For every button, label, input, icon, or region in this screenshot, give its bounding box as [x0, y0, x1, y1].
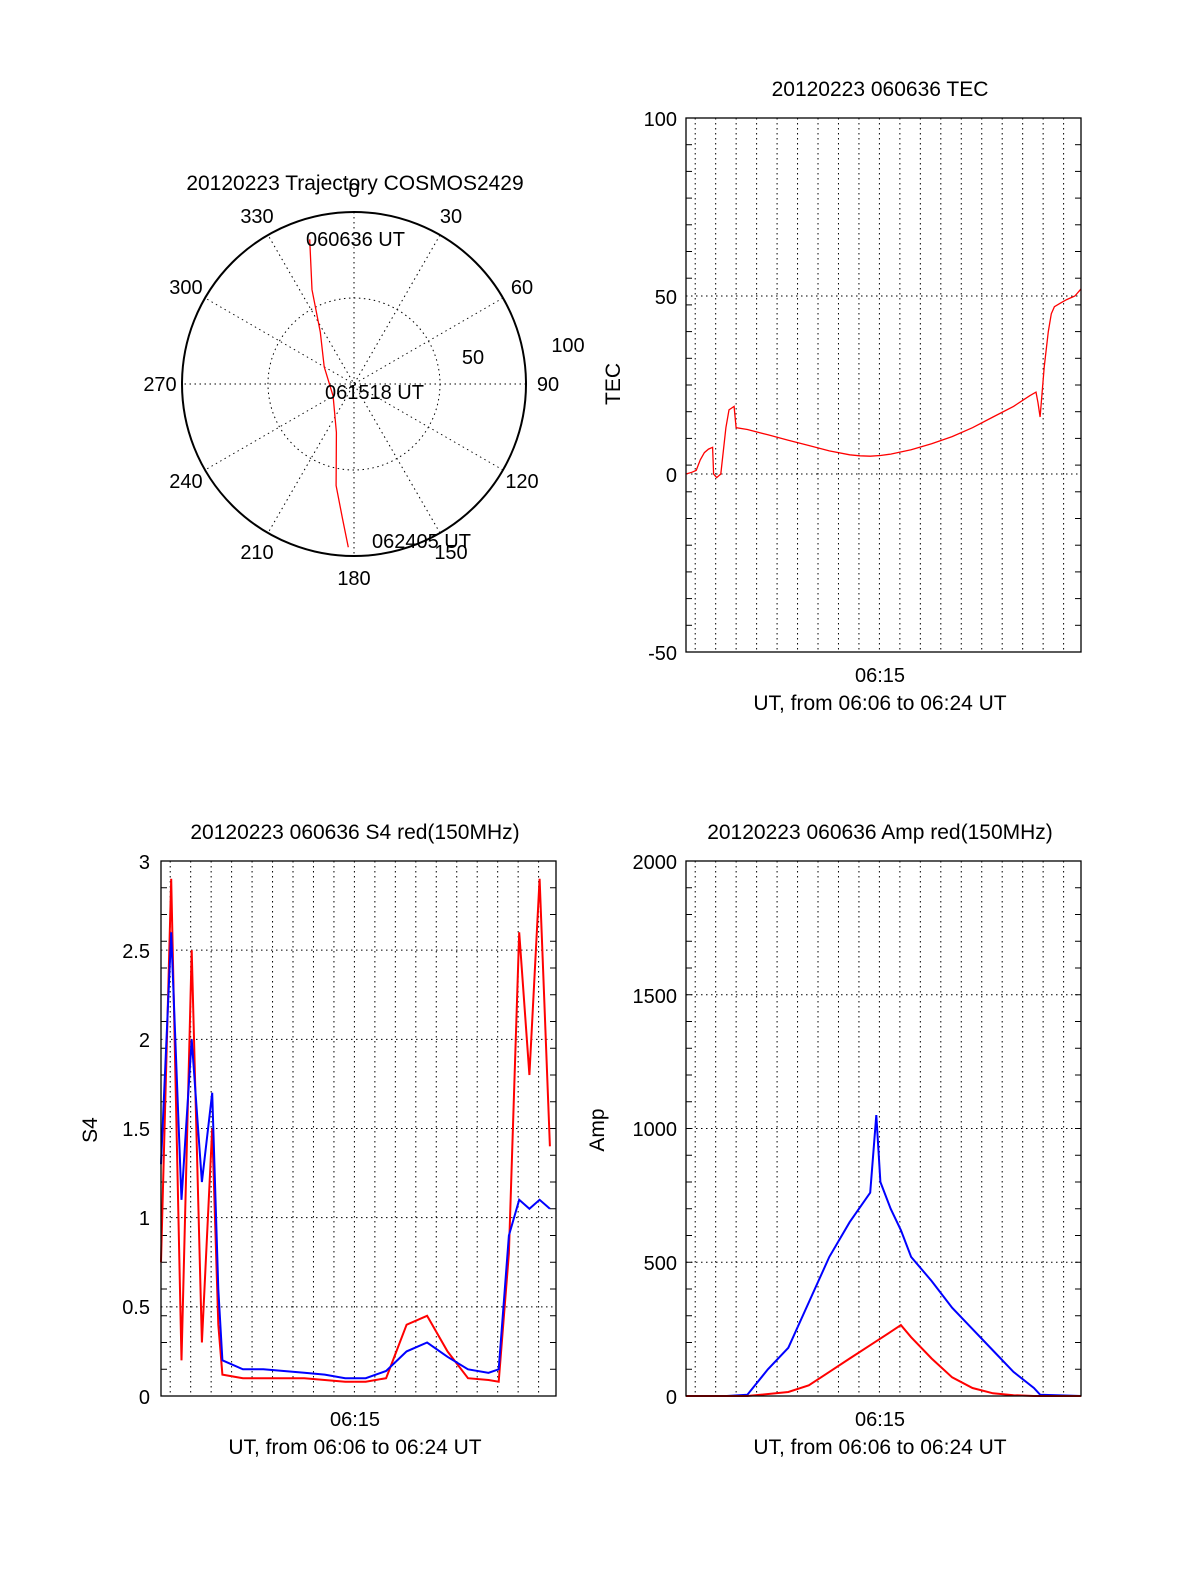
s4-series-line — [160, 932, 551, 1380]
amp-series-line — [686, 1323, 1081, 1397]
amp-y-tick-2000: 2000 — [633, 852, 678, 874]
polar-azimuth-label: 180 — [337, 568, 370, 590]
tec-y-tick-neg50: -50 — [648, 643, 677, 665]
tec-y-tick-100: 100 — [644, 109, 677, 131]
amp-x-label: UT, from 06:06 to 06:24 UT — [753, 1436, 1006, 1459]
amp-y-tick-1500: 1500 — [633, 986, 678, 1008]
polar-radial-label-50: 50 — [462, 347, 484, 369]
trajectory-panel: 20120223 Trajectory COSMOS2429 0 30 60 90 12… — [143, 172, 584, 590]
s4-y-tick-3: 3 — [139, 852, 150, 874]
tec-title: 20120223 060636 TEC — [772, 78, 989, 101]
amp-x-tick-label: 06:15 — [855, 1409, 905, 1431]
polar-azimuth-label: 60 — [511, 277, 533, 299]
polar-radial-label-100: 100 — [551, 335, 584, 357]
s4-y-label: S4 — [79, 1117, 102, 1143]
amp-y-tick-1000: 1000 — [633, 1119, 678, 1141]
tec-y-tick-0: 0 — [666, 465, 677, 487]
polar-azimuth-label: 270 — [143, 374, 176, 396]
amp-plot-frame — [685, 860, 1082, 1397]
s4-y-tick-1-5: 1.5 — [122, 1119, 150, 1141]
s4-y-tick-0-5: 0.5 — [122, 1297, 150, 1319]
amp-panel: 20120223 060636 Amp red(150MHz) Amp 06:1… — [586, 821, 1082, 1459]
amp-series-line — [686, 1115, 1082, 1397]
polar-azimuth-label: 30 — [440, 206, 462, 228]
polar-azimuth-labels: 0 30 60 90 120 150 180 210 240 270 300 330 — [143, 180, 559, 590]
polar-azimuth-label: 120 — [505, 471, 538, 493]
s4-series-line — [160, 878, 551, 1383]
polar-azimuth-label: 150 — [434, 542, 467, 564]
trajectory-start-time: 060636 UT — [306, 229, 405, 251]
s4-title: 20120223 060636 S4 red(150MHz) — [190, 821, 519, 844]
tec-plot-frame — [685, 117, 1082, 653]
amp-y-label: Amp — [586, 1108, 609, 1151]
s4-x-label: UT, from 06:06 to 06:24 UT — [228, 1436, 481, 1459]
tec-y-tick-50: 50 — [655, 287, 677, 309]
polar-azimuth-label: 0 — [348, 180, 359, 202]
amp-y-tick-500: 500 — [644, 1253, 677, 1275]
tec-y-label: TEC — [602, 363, 625, 405]
s4-plot-frame — [160, 860, 557, 1397]
s4-y-tick-0: 0 — [139, 1387, 150, 1409]
trajectory-mid-time: 061518 UT — [325, 382, 424, 404]
trajectory-title: 20120223 Trajectory COSMOS2429 — [186, 172, 523, 195]
tec-series-line — [685, 288, 1082, 479]
polar-azimuth-label: 210 — [240, 542, 273, 564]
tec-panel: 20120223 060636 TEC TEC 06:15 UT, from 0… — [602, 78, 1082, 715]
s4-y-tick-2-5: 2.5 — [122, 941, 150, 963]
trajectory-end-time: 062405 UT — [372, 531, 471, 553]
amp-title: 20120223 060636 Amp red(150MHz) — [707, 821, 1053, 844]
s4-panel: 20120223 060636 S4 red(150MHz) S4 06:15 … — [79, 821, 557, 1459]
polar-azimuth-label: 90 — [537, 374, 559, 396]
polar-azimuth-label: 240 — [169, 471, 202, 493]
polar-azimuth-label: 300 — [169, 277, 202, 299]
tec-x-label: UT, from 06:06 to 06:24 UT — [753, 692, 1006, 715]
s4-y-tick-1: 1 — [139, 1208, 150, 1230]
s4-y-tick-2: 2 — [139, 1030, 150, 1052]
tec-x-tick-label: 06:15 — [855, 665, 905, 687]
trajectory-track — [309, 239, 349, 548]
polar-azimuth-label: 330 — [240, 206, 273, 228]
s4-x-tick-label: 06:15 — [330, 1409, 380, 1431]
amp-y-tick-0: 0 — [666, 1387, 677, 1409]
